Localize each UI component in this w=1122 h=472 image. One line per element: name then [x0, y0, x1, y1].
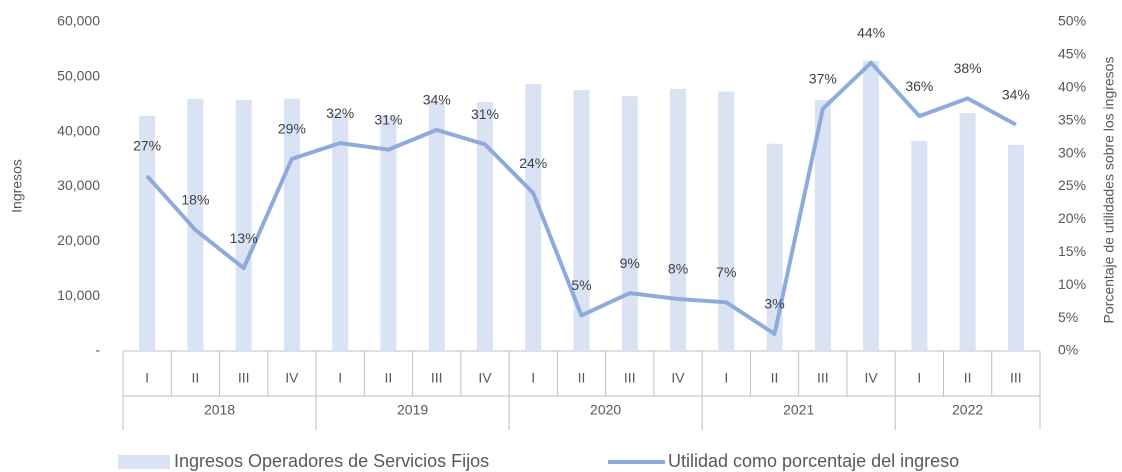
bar [332, 113, 349, 351]
x-tick-label: IV [285, 370, 299, 386]
data-label: 13% [230, 230, 258, 246]
bar [428, 101, 445, 351]
y-tick-label: 50,000 [57, 68, 100, 84]
bar [283, 98, 300, 352]
bar [573, 89, 590, 351]
data-label: 34% [1002, 86, 1030, 102]
x-tick-label: II [964, 370, 972, 386]
data-label: 8% [668, 261, 688, 277]
data-label: 31% [374, 111, 402, 127]
x-tick-label: II [385, 370, 393, 386]
group-label: 2018 [204, 402, 235, 418]
x-tick-label: III [817, 370, 829, 386]
y-tick-label: 40,000 [57, 122, 100, 138]
y2-tick-label: 40% [1058, 79, 1086, 95]
y2-tick-label: 20% [1058, 210, 1086, 226]
y2-axis-title: Porcentaje de utilidades sobre los ingre… [1101, 57, 1117, 324]
data-label: 38% [954, 60, 982, 76]
data-label: 44% [857, 24, 885, 40]
x-tick-label: II [771, 370, 779, 386]
legend-label: Ingresos Operadores de Servicios Fijos [174, 451, 489, 471]
x-tick-label: III [431, 370, 443, 386]
y-tick-label: - [95, 342, 100, 358]
bar [766, 143, 783, 351]
bar [814, 99, 831, 351]
bar [863, 60, 880, 351]
group-label: 2021 [783, 402, 814, 418]
bar [1007, 144, 1024, 351]
data-label: 31% [471, 106, 499, 122]
x-tick-label: II [192, 370, 200, 386]
data-label: 18% [181, 192, 209, 208]
x-tick-label: III [238, 370, 250, 386]
legend-swatch [118, 455, 170, 469]
x-tick-label: IV [864, 370, 878, 386]
bar [525, 83, 542, 351]
data-label: 24% [519, 155, 547, 171]
bar [476, 102, 493, 351]
x-tick-label: I [145, 370, 149, 386]
data-label: 9% [620, 255, 640, 271]
x-tick-label: I [724, 370, 728, 386]
y-tick-label: 60,000 [57, 13, 100, 29]
data-label: 7% [716, 264, 736, 280]
legend-label: Utilidad como porcentaje del ingreso [668, 451, 959, 471]
data-label: 29% [278, 121, 306, 137]
data-label: 36% [905, 78, 933, 94]
y2-tick-label: 0% [1058, 342, 1078, 358]
y2-tick-label: 35% [1058, 111, 1086, 127]
line [145, 60, 1017, 336]
x-tick-label: IV [671, 370, 685, 386]
bar [139, 115, 156, 351]
data-label: 5% [571, 277, 591, 293]
y2-tick-label: 15% [1058, 243, 1086, 259]
y2-tick-label: 50% [1058, 13, 1086, 29]
data-label: 32% [326, 105, 354, 121]
x-tick-label: II [578, 370, 586, 386]
y2-tick-label: 10% [1058, 276, 1086, 292]
x-tick-label: IV [478, 370, 492, 386]
x-tick-label: I [917, 370, 921, 386]
x-tick-label: I [531, 370, 535, 386]
bar [959, 113, 976, 351]
data-label: 27% [133, 138, 161, 154]
data-label: 37% [809, 71, 837, 87]
group-label: 2019 [397, 402, 428, 418]
bar [718, 91, 735, 351]
bar [911, 140, 928, 351]
y2-tick-label: 5% [1058, 309, 1078, 325]
bar [235, 99, 252, 351]
data-label: 34% [423, 92, 451, 108]
group-label: 2020 [590, 402, 621, 418]
group-label: 2022 [952, 402, 983, 418]
y2-tick-label: 30% [1058, 144, 1086, 160]
y-axis-title: Ingresos [9, 159, 25, 213]
y-tick-label: 20,000 [57, 232, 100, 248]
data-label: 3% [764, 296, 784, 312]
bar [621, 96, 638, 352]
x-tick-label: III [1010, 370, 1022, 386]
y2-tick-label: 25% [1058, 177, 1086, 193]
y2-tick-label: 45% [1058, 46, 1086, 62]
y-tick-label: 10,000 [57, 287, 100, 303]
y-tick-label: 30,000 [57, 177, 100, 193]
bar [380, 115, 397, 351]
bar [187, 98, 204, 352]
x-tick-label: I [338, 370, 342, 386]
bar [670, 88, 687, 351]
x-tick-label: III [624, 370, 636, 386]
